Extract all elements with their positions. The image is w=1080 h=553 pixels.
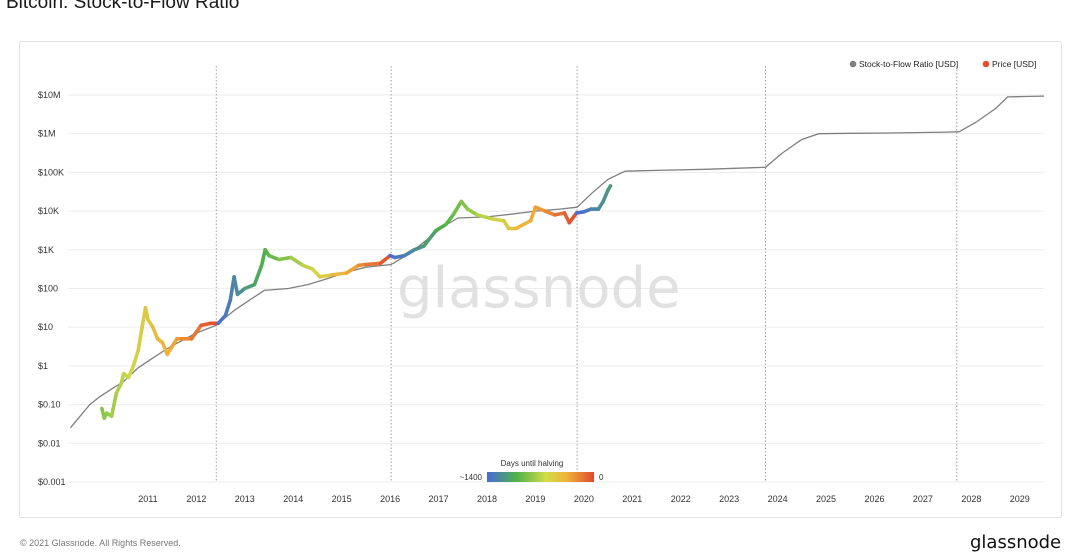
- price-segment: [109, 391, 119, 419]
- price-segment: [136, 325, 144, 353]
- legend-label-price: Price [USD]: [992, 59, 1036, 69]
- x-tick-label: 2023: [719, 494, 739, 504]
- price-segment: [330, 271, 349, 277]
- legend: Stock-to-Flow Ratio [USD] Price [USD]: [849, 59, 1037, 69]
- legend-item-s2f[interactable]: Stock-to-Flow Ratio [USD]: [849, 59, 959, 69]
- price-segment: [475, 213, 494, 221]
- price-segment: [252, 263, 264, 287]
- price-segment: [465, 207, 480, 217]
- price-segment: [606, 184, 613, 192]
- price-segment: [126, 364, 136, 380]
- x-tick-label: 2019: [525, 494, 545, 504]
- y-tick-label: $10K: [38, 206, 59, 216]
- price-segment: [114, 381, 124, 395]
- x-tick-label: 2011: [138, 494, 157, 504]
- x-tick-label: 2022: [671, 494, 691, 504]
- halving-lines: [215, 66, 958, 482]
- legend-marker-s2f: [849, 60, 857, 68]
- price-segment: [344, 263, 361, 275]
- colorbar-title: Days until halving: [501, 459, 564, 468]
- x-tick-label: 2028: [961, 494, 981, 504]
- price-segment: [422, 228, 438, 248]
- price-segment: [364, 261, 383, 267]
- x-tick-label: 2016: [380, 494, 400, 504]
- price-segment: [288, 255, 305, 268]
- x-axis: 2011 2012 2013 2014 2015 2016 2017 2018 2019 2020…: [138, 494, 1030, 504]
- y-tick-label: $10: [38, 322, 53, 332]
- chart-watermark: glassnode: [397, 256, 681, 321]
- y-tick-label: $1K: [38, 245, 54, 255]
- x-tick-label: 2025: [816, 494, 836, 504]
- chart-card: glassnode $0.001 $0.01 $0.10 $1 $10 $100 $1K $1…: [19, 41, 1062, 518]
- x-tick-label: 2012: [186, 494, 206, 504]
- price-segment: [232, 275, 240, 297]
- chart-svg: glassnode $0.001 $0.01 $0.10 $1 $10 $100 $1K $1…: [38, 59, 1045, 504]
- y-tick-label: $1M: [38, 129, 56, 139]
- x-tick-label: 2027: [913, 494, 933, 504]
- colorbar-gradient: [487, 472, 594, 482]
- price-segment: [601, 188, 610, 204]
- legend-label-s2f: Stock-to-Flow Ratio [USD]: [859, 59, 958, 69]
- price-series: [100, 184, 613, 420]
- x-tick-label: 2015: [332, 494, 352, 504]
- price-segment: [143, 305, 150, 322]
- x-tick-label: 2020: [574, 494, 594, 504]
- price-segment: [223, 298, 233, 318]
- x-tick-label: 2029: [1010, 494, 1030, 504]
- colorbar: Days until halving ~1400 0: [460, 459, 604, 482]
- price-segment: [402, 248, 417, 258]
- y-axis: $0.001 $0.01 $0.10 $1 $10 $100 $1K $10K $100K $1M…: [38, 90, 66, 487]
- price-segment: [131, 348, 140, 368]
- x-tick-label: 2014: [283, 494, 303, 504]
- x-tick-label: 2018: [477, 494, 497, 504]
- price-segment: [528, 205, 538, 223]
- x-tick-label: 2017: [429, 494, 449, 504]
- price-segment: [318, 273, 334, 279]
- price-segment: [259, 248, 267, 268]
- x-tick-label: 2026: [864, 494, 884, 504]
- page-title: Bitcoin: Stock-to-Flow Ratio: [6, 0, 240, 13]
- y-tick-label: $10M: [38, 90, 61, 100]
- price-segment: [189, 323, 203, 341]
- colorbar-max-label: 0: [599, 473, 604, 482]
- legend-marker-price: [982, 60, 990, 68]
- y-tick-label: $1: [38, 361, 48, 371]
- y-tick-label: $0.001: [38, 477, 66, 487]
- price-segment: [451, 199, 464, 217]
- price-segment: [276, 255, 293, 262]
- y-tick-label: $0.10: [38, 400, 61, 410]
- y-tick-label: $100K: [38, 167, 64, 177]
- footer-copyright: © 2021 Glassnode. All Rights Reserved.: [20, 538, 181, 548]
- x-tick-label: 2013: [235, 494, 255, 504]
- price-segment: [489, 217, 506, 223]
- x-tick-label: 2021: [622, 494, 642, 504]
- price-segment: [514, 219, 533, 231]
- x-tick-label: 2024: [768, 494, 788, 504]
- price-segment: [567, 211, 579, 225]
- price-segment: [434, 222, 448, 233]
- y-tick-label: $0.01: [38, 438, 61, 448]
- legend-item-price[interactable]: Price [USD]: [982, 59, 1037, 69]
- footer-logo[interactable]: glassnode: [970, 532, 1062, 553]
- y-tick-label: $100: [38, 283, 58, 293]
- price-segment: [378, 253, 392, 266]
- price-segment: [151, 325, 160, 341]
- price-segment: [443, 213, 455, 227]
- colorbar-min-label: ~1400: [460, 473, 483, 482]
